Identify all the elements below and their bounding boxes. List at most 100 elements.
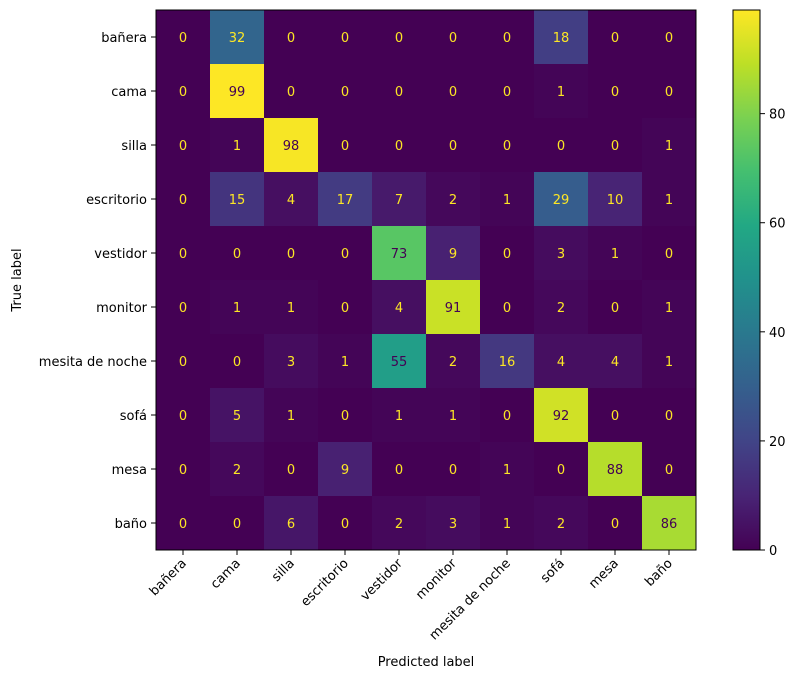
cell-value-label: 2	[449, 193, 457, 208]
cell-value-label: 0	[287, 31, 295, 46]
heatmap-cell	[480, 442, 534, 496]
cell-value-label: 5	[233, 409, 241, 424]
cell-value-label: 0	[611, 301, 619, 316]
heatmap-cell	[264, 442, 318, 496]
cell-value-label: 0	[341, 139, 349, 154]
heatmap-cell	[588, 388, 642, 442]
heatmap-cell	[264, 118, 318, 172]
cell-value-label: 0	[665, 31, 673, 46]
cell-value-label: 1	[395, 409, 403, 424]
heatmap-cell	[480, 10, 534, 64]
cell-value-label: 0	[611, 85, 619, 100]
cell-value-label: 1	[503, 193, 511, 208]
heatmap-cell	[210, 442, 264, 496]
cell-value-label: 0	[179, 409, 187, 424]
cell-value-label: 0	[179, 247, 187, 262]
heatmap-cell	[156, 334, 210, 388]
cell-value-label: 0	[503, 247, 511, 262]
heatmap-cell	[156, 388, 210, 442]
heatmap-cell	[372, 10, 426, 64]
heatmap-cell	[318, 226, 372, 280]
x-axis-label: Predicted label	[378, 655, 475, 670]
y-tick-label: escritorio	[86, 193, 147, 208]
colorbar-tick-label: 60	[769, 217, 786, 232]
cell-value-label: 0	[341, 301, 349, 316]
y-tick-label: bañera	[101, 31, 147, 46]
cell-value-label: 16	[499, 355, 516, 370]
heatmap-cell	[210, 10, 264, 64]
heatmap-cell	[534, 10, 588, 64]
x-tick-label: monitor	[413, 556, 460, 603]
heatmap-cell	[156, 226, 210, 280]
colorbar-tick-label: 0	[769, 544, 777, 559]
heatmap-cell	[264, 496, 318, 550]
cell-value-label: 4	[395, 301, 403, 316]
heatmap-cell	[264, 280, 318, 334]
y-tick-label: mesa	[112, 463, 147, 478]
cell-value-label: 0	[665, 409, 673, 424]
heatmap-cell	[480, 334, 534, 388]
cell-value-label: 0	[395, 31, 403, 46]
heatmap-cell	[318, 388, 372, 442]
heatmap-cell	[480, 118, 534, 172]
cell-value-label: 0	[395, 139, 403, 154]
cell-value-label: 3	[449, 517, 457, 532]
cell-value-label: 2	[449, 355, 457, 370]
x-tick-label: mesa	[586, 556, 622, 592]
x-tick-label: escritorio	[298, 556, 352, 610]
heatmap-cell	[156, 118, 210, 172]
y-axis-label: True label	[10, 248, 25, 312]
heatmap-cell	[210, 118, 264, 172]
cell-value-label: 4	[557, 355, 565, 370]
heatmap-cell	[480, 226, 534, 280]
heatmap-cell	[534, 172, 588, 226]
heatmap-cell	[480, 172, 534, 226]
heatmap-cell	[480, 280, 534, 334]
cell-value-label: 0	[233, 247, 241, 262]
heatmap-cell	[642, 10, 696, 64]
heatmap-cell	[264, 334, 318, 388]
heatmap-cell	[588, 280, 642, 334]
cell-value-label: 0	[179, 193, 187, 208]
cell-value-label: 0	[341, 31, 349, 46]
heatmap-cell	[210, 172, 264, 226]
cell-value-label: 0	[233, 355, 241, 370]
cell-value-label: 55	[391, 355, 408, 370]
heatmap-cell	[642, 280, 696, 334]
cell-value-label: 0	[611, 517, 619, 532]
heatmap-cell	[156, 172, 210, 226]
cell-value-label: 0	[287, 463, 295, 478]
cell-value-label: 1	[665, 193, 673, 208]
cell-value-label: 4	[611, 355, 619, 370]
heatmap-cell	[642, 226, 696, 280]
heatmap-cell	[372, 280, 426, 334]
heatmap-cell	[642, 172, 696, 226]
cell-value-label: 1	[665, 139, 673, 154]
cell-value-label: 2	[233, 463, 241, 478]
cell-value-label: 0	[557, 139, 565, 154]
heatmap-cell	[210, 334, 264, 388]
heatmap-cell	[480, 388, 534, 442]
heatmap-cell	[534, 334, 588, 388]
heatmap-cell	[642, 118, 696, 172]
heatmap-cell	[318, 334, 372, 388]
cell-value-label: 86	[661, 517, 678, 532]
x-tick-label: vestidor	[358, 556, 406, 604]
y-tick-label: sofá	[120, 409, 147, 424]
heatmap-cell	[588, 172, 642, 226]
heatmap-cell	[534, 442, 588, 496]
cell-value-label: 1	[341, 355, 349, 370]
cell-value-label: 4	[287, 193, 295, 208]
heatmap-cell	[156, 496, 210, 550]
cell-value-label: 15	[229, 193, 246, 208]
cell-value-label: 9	[341, 463, 349, 478]
heatmap-cell	[642, 334, 696, 388]
cell-value-label: 32	[229, 31, 246, 46]
cell-value-label: 0	[611, 31, 619, 46]
cell-value-label: 98	[283, 139, 300, 154]
cell-value-label: 91	[445, 301, 462, 316]
cell-value-label: 3	[287, 355, 295, 370]
cell-value-label: 0	[341, 85, 349, 100]
cell-value-label: 2	[395, 517, 403, 532]
